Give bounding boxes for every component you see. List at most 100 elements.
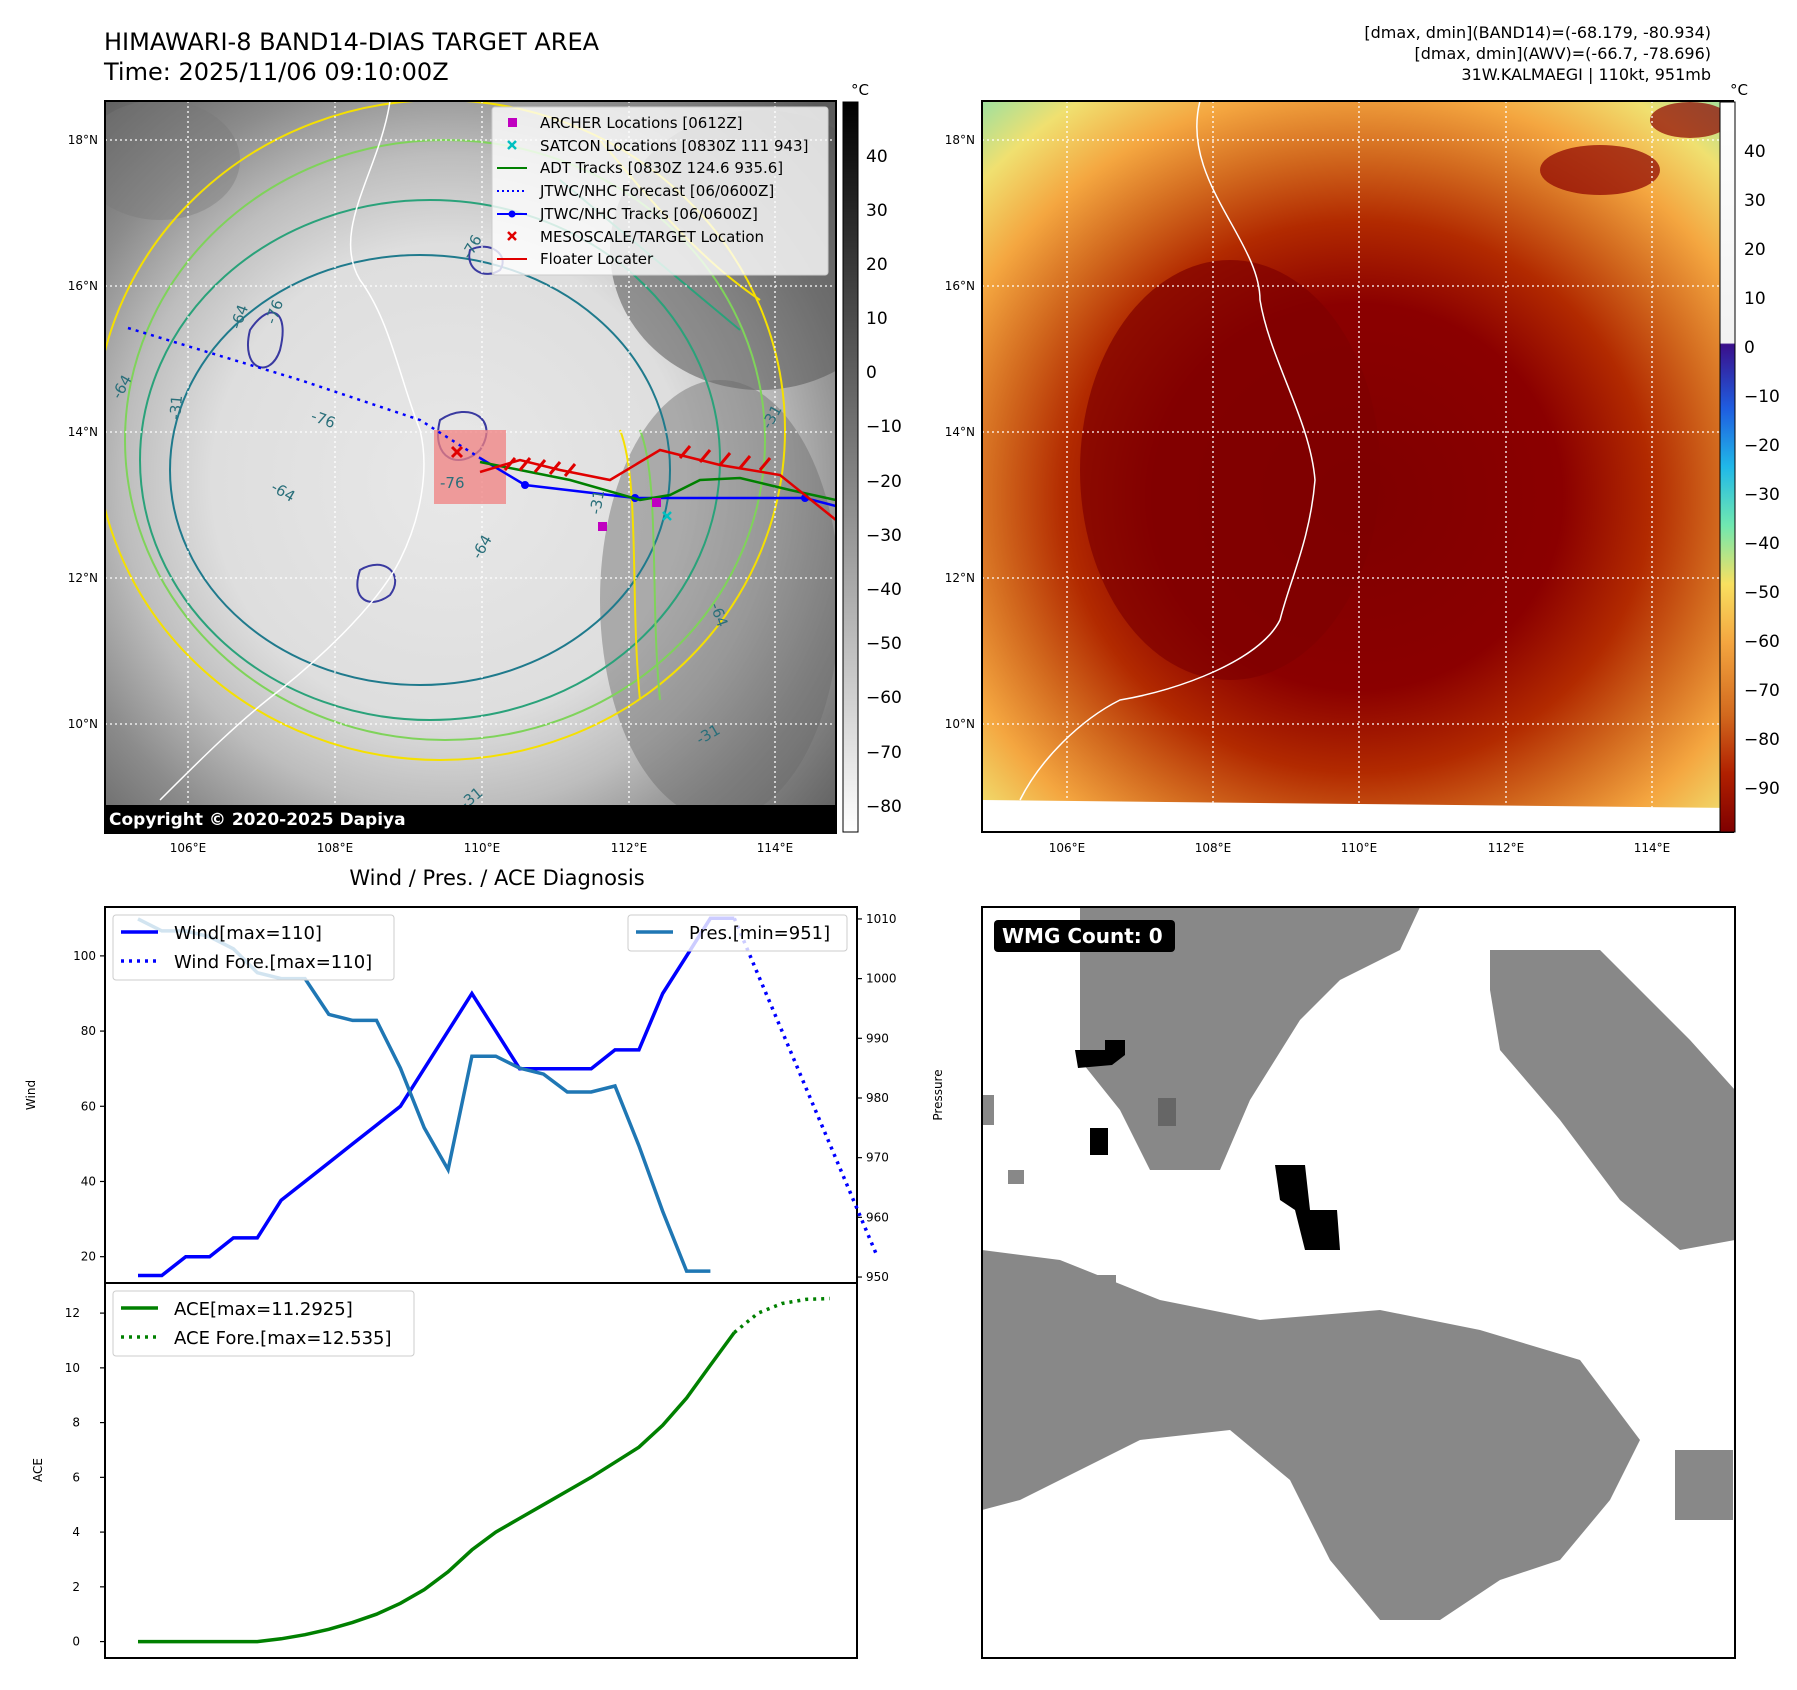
svg-text:112°E: 112°E [1488,841,1525,855]
svg-text:20: 20 [1744,240,1766,260]
wmg-frame [981,906,1736,1659]
svg-text:106°E: 106°E [1049,841,1086,855]
svg-text:−80: −80 [1744,730,1780,750]
ace-tick-label: 10 [65,1361,80,1375]
legend-adt: ADT Tracks [0830Z 124.6 935.6] [540,159,783,177]
svg-text:16°N: 16°N [945,279,975,293]
pres-tick-label: 1000 [866,972,897,986]
ace-series-line-1 [733,1296,830,1334]
svg-text:106°E: 106°E [170,841,207,855]
legend-forecast: JTWC/NHC Forecast [06/0600Z] [539,182,774,200]
legend-wind: Wind[max=110] [174,923,322,944]
legend-wind-fore: Wind Fore.[max=110] [174,952,372,973]
wmg-badge [994,920,1175,952]
map2-lat-ticks: 18°N 16°N 14°N 12°N 10°N [945,133,975,731]
info-storm: 31W.KALMAEGI | 110kt, 951mb [1461,65,1711,84]
wind-tick-label: 100 [73,949,96,963]
satcon-marker [662,511,672,521]
pres-tick-label: 1010 [866,912,897,926]
adt-track [479,460,836,502]
svg-text:−80: −80 [866,797,902,817]
copyright-bar [105,805,836,833]
wmg-gray-regions [982,907,1735,1620]
svg-text:108°E: 108°E [1195,841,1232,855]
svg-text:−60: −60 [866,688,902,708]
svg-text:−40: −40 [866,580,902,600]
wmg-panel: WMG Count: 0 [981,906,1736,1659]
wind-tick-label: 60 [81,1099,96,1113]
svg-text:110°E: 110°E [464,841,501,855]
pres-tick-label: 960 [866,1210,889,1224]
legend-pres: Pres.[min=951] [689,923,830,944]
wind-pres-panel: 20 40 60 80 100 950 960 970 980 990 1000 1010 Wind… [24,906,945,1284]
contour-blue-teal [169,254,671,686]
legend-ace: ACE[max=11.2925] [174,1299,353,1320]
svg-text:−10: −10 [866,417,902,437]
svg-text:12°N: 12°N [945,571,975,585]
map1-frame [104,100,837,834]
svg-text:−70: −70 [866,743,902,763]
svg-text:18°N: 18°N [68,133,98,147]
wind-ylabel: Wind [24,1080,38,1110]
gray-colorbar: °C 40 30 20 10 0 −10 −20 −30 −40 −50 −60… [842,81,902,833]
svg-text:20: 20 [866,255,888,275]
svg-text:−30: −30 [866,526,902,546]
svg-text:114°E: 114°E [1634,841,1671,855]
pres-legend: Pres.[min=951] [627,914,848,952]
legend-ace-fore: ACE Fore.[max=12.535] [174,1328,392,1349]
info-band14: [dmax, dmin](BAND14)=(-68.179, -80.934) [1364,23,1711,42]
legend-satcon: SATCON Locations [0830Z 111 943] [540,137,808,155]
svg-text:40: 40 [1744,142,1766,162]
svg-text:30: 30 [866,201,888,221]
svg-text:−90: −90 [1744,779,1780,799]
ace-tick-label: 0 [72,1635,80,1649]
ace-tick-label: 8 [72,1416,80,1430]
map2-lon-ticks: 106°E 108°E 110°E 112°E 114°E [1049,841,1671,855]
contour-label: -31 [166,394,186,420]
legend-jtwc: JTWC/NHC Tracks [06/0600Z] [539,205,758,223]
svg-text:114°E: 114°E [757,841,794,855]
map1-lon-ticks: 106°E 108°E 110°E 112°E 114°E [170,841,794,855]
ace-legend: ACE[max=11.2925] ACE Fore.[max=12.535] [112,1290,415,1357]
forecast-track [127,326,481,460]
legend-archer-swatch [508,118,517,127]
ace-tick-label: 12 [65,1306,80,1320]
figure-time: Time: 2025/11/06 09:10:00Z [103,58,449,86]
diag-title: Wind / Pres. / ACE Diagnosis [349,866,644,890]
wmg-count: WMG Count: 0 [1002,924,1163,948]
svg-text:−10: −10 [1744,387,1780,407]
ace-tick-label: 4 [72,1525,80,1539]
ace-series-line-0 [138,1331,736,1644]
svg-text:14°N: 14°N [68,425,98,439]
wind-y-ticks: 20 40 60 80 100 [73,949,105,1264]
ace-panel: 0 2 4 6 8 10 12 ACE ACE[max=11.2925] ACE Fore.… [31,1282,858,1659]
wind-tick-label: 80 [81,1024,96,1038]
coastline-2 [1019,101,1316,801]
svg-text:40: 40 [866,147,888,167]
ace-tick-label: 2 [72,1580,80,1594]
series-line-1 [732,917,880,1258]
figure-title: HIMAWARI-8 BAND14-DIAS TARGET AREA [104,28,600,56]
ace-y-ticks: 0 2 4 6 8 10 12 [65,1306,105,1649]
copyright-text: Copyright © 2020-2025 Dapiya [109,810,406,830]
svg-text:−20: −20 [866,472,902,492]
svg-text:−50: −50 [866,634,902,654]
legend-archer: ARCHER Locations [0612Z] [540,114,743,132]
svg-text:0: 0 [866,363,877,383]
wind-tick-label: 20 [81,1250,96,1264]
legend-target: MESOSCALE/TARGET Location [540,228,764,246]
svg-text:30: 30 [1744,191,1766,211]
contour-yellow-outer [105,101,786,761]
svg-text:10: 10 [866,309,888,329]
legend-floater: Floater Locater [540,250,654,268]
color-colorbar-ticks: 40 30 20 10 0 −10 −20 −30 −40 −50 −60 −7… [1744,142,1780,799]
archer-marker [598,522,607,531]
pres-y-ticks: 950 960 970 980 990 1000 1010 [857,912,897,1284]
svg-text:16°N: 16°N [68,279,98,293]
svg-text:°C: °C [1730,81,1748,99]
contour-teal [139,199,721,721]
svg-text:10°N: 10°N [68,717,98,731]
svg-text:0: 0 [1744,338,1755,358]
ace-ylabel: ACE [31,1458,45,1482]
